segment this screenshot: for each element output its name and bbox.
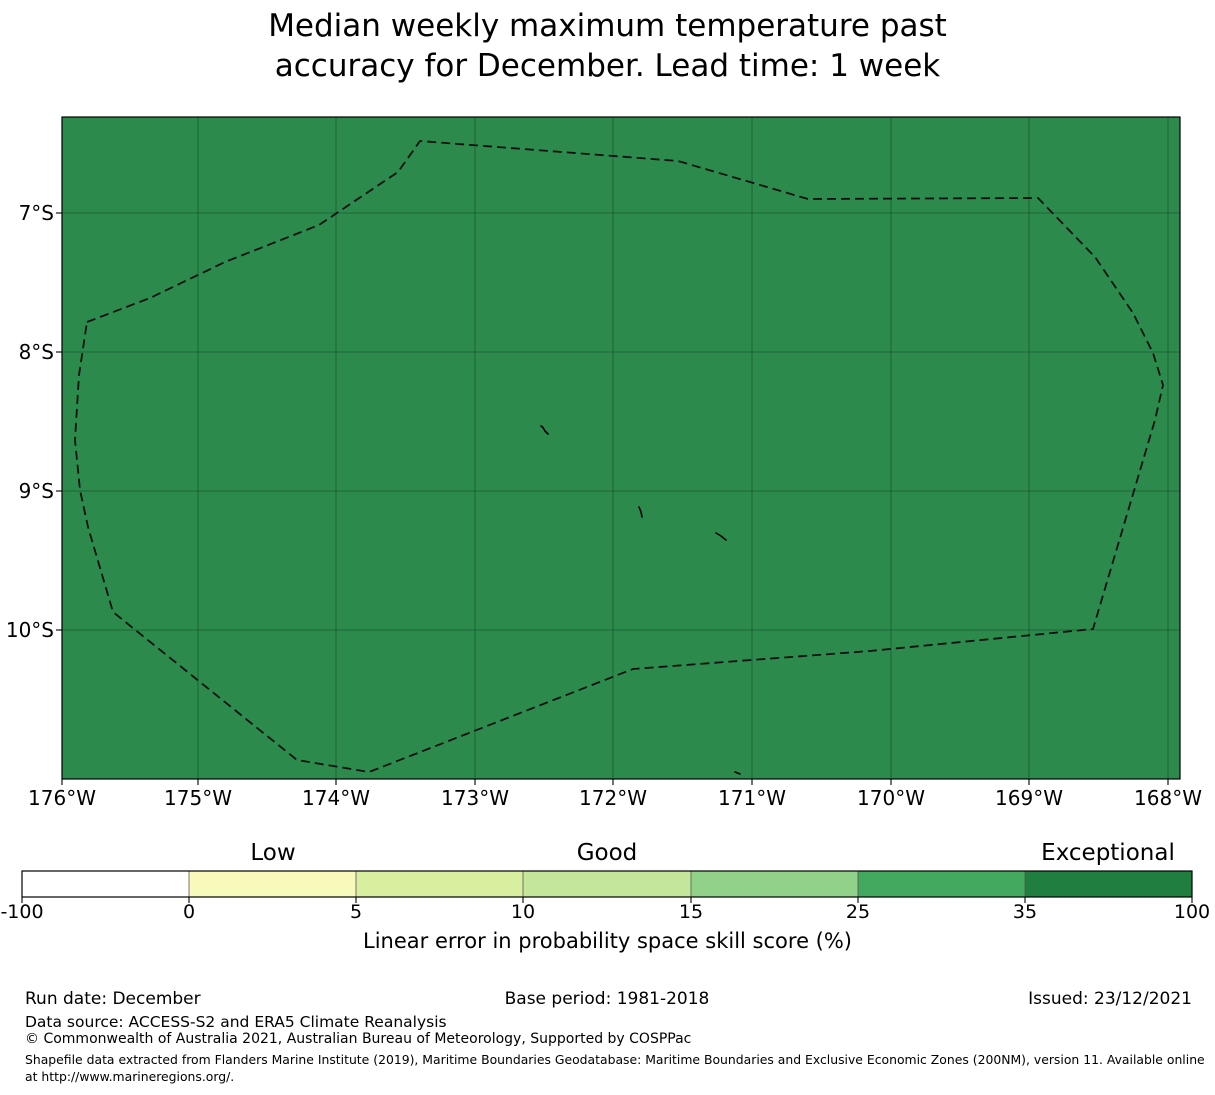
x-tick-label: 172°W [579, 786, 647, 810]
island-mark [734, 771, 741, 775]
issued-date: Issued: 23/12/2021 [1028, 989, 1192, 1009]
map-border [61, 116, 1181, 780]
colorbar-tick-label: 5 [349, 901, 363, 923]
map-area [62, 117, 1180, 779]
x-tick-label: 176°W [28, 786, 96, 810]
island-mark [638, 506, 643, 518]
colorbar-segment [857, 871, 1026, 897]
island-marks [540, 425, 741, 775]
run-date: Run date: December [25, 989, 201, 1009]
colorbar-caption: Linear error in probability space skill … [363, 929, 852, 953]
colorbar-segment-dividers [188, 871, 1026, 897]
chart-title: Median weekly maximum temperature past a… [0, 6, 1215, 86]
y-tick-label: 9°S [18, 479, 54, 503]
data-source: Data source: ACCESS-S2 and ERA5 Climate … [25, 1013, 447, 1031]
y-tick-label: 7°S [18, 201, 54, 225]
colorbar-tick-label: 35 [1012, 901, 1038, 923]
x-tick-label: 170°W [857, 786, 925, 810]
colorbar-segment [523, 871, 692, 897]
colorbar-tick-label: 15 [678, 901, 704, 923]
x-tick-label: 169°W [995, 786, 1063, 810]
colorbar-category-good: Good [576, 840, 638, 866]
island-mark [715, 532, 727, 541]
colorbar-tick-label: 25 [845, 901, 871, 923]
colorbar-tick-label: 0 [182, 901, 196, 923]
colorbar-tick-label: -100 [0, 901, 44, 923]
eez-boundary [74, 140, 1164, 773]
colorbar-category-exceptional: Exceptional [1041, 840, 1175, 866]
x-tick-label: 174°W [302, 786, 370, 810]
colorbar-segment [22, 871, 190, 897]
island-mark [540, 425, 549, 435]
colorbar-segment [356, 871, 524, 897]
colorbar-category-low: Low [250, 840, 296, 866]
colorbar-border [21, 870, 1193, 898]
colorbar-segment [1024, 871, 1193, 897]
x-tick-label: 173°W [441, 786, 509, 810]
colorbar-segment [189, 871, 357, 897]
copyright: © Commonwealth of Australia 2021, Austra… [25, 1031, 692, 1047]
base-period: Base period: 1981-2018 [504, 989, 710, 1009]
colorbar-tick-label: 10 [510, 901, 536, 923]
y-tick-label: 8°S [18, 340, 54, 364]
x-tick-label: 175°W [164, 786, 232, 810]
colorbar-ticks [21, 897, 1193, 903]
chart-title-line1: Median weekly maximum temperature past [268, 8, 947, 44]
map-gridlines [62, 117, 1180, 779]
shapefile-disclaimer: Shapefile data extracted from Flanders M… [25, 1052, 1205, 1084]
axis-ticks [56, 212, 1169, 785]
chart-title-line2: accuracy for December. Lead time: 1 week [274, 48, 941, 84]
colorbar-tick-label: 100 [1173, 901, 1211, 923]
colorbar [21, 870, 1193, 903]
x-tick-label: 168°W [1134, 786, 1202, 810]
x-tick-label: 171°W [718, 786, 786, 810]
y-tick-label: 10°S [5, 618, 54, 642]
colorbar-segment [690, 871, 859, 897]
